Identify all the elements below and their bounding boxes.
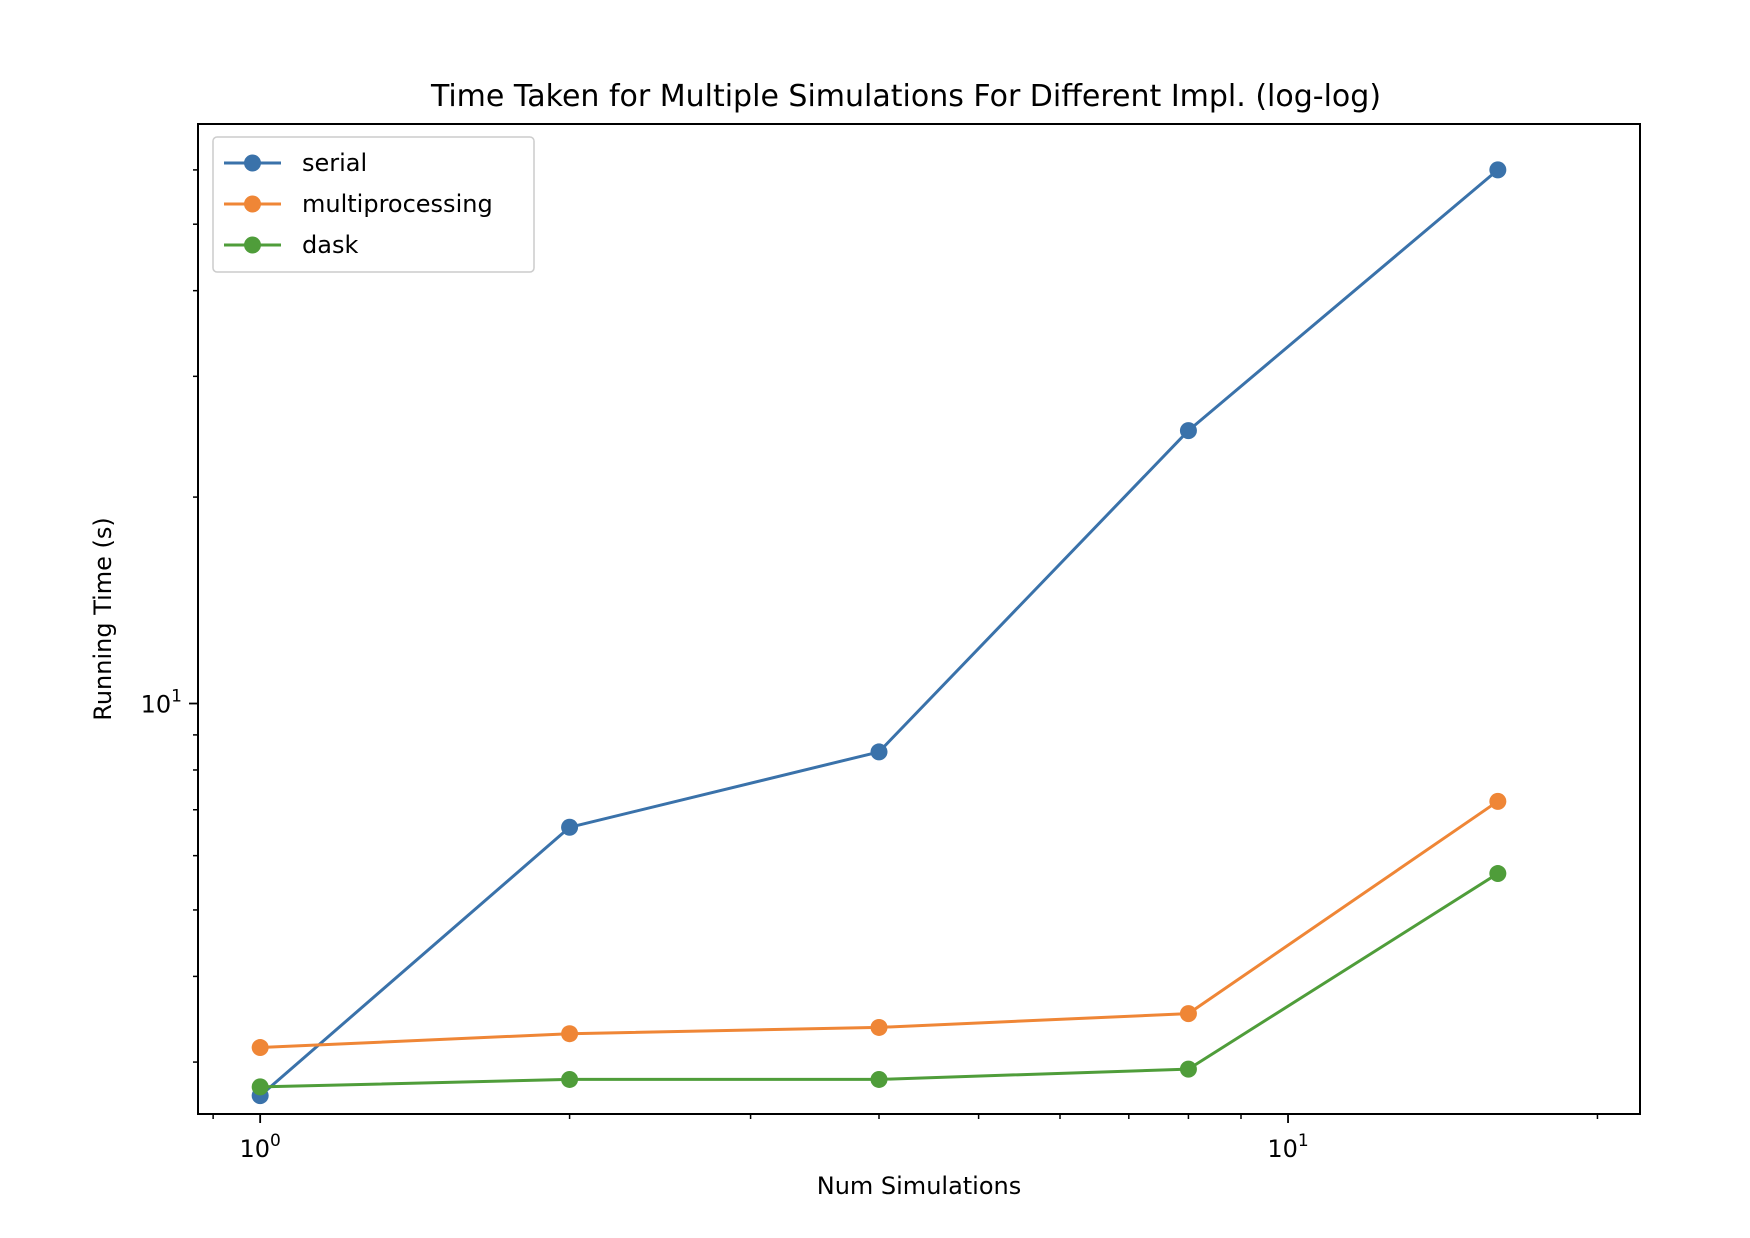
legend-label-serial: serial (302, 149, 367, 177)
data-point-serial (561, 818, 579, 836)
data-point-dask (1489, 865, 1507, 883)
data-point-multiprocessing (251, 1039, 269, 1057)
minor-ticks (193, 169, 1599, 1119)
data-point-serial (870, 743, 888, 761)
plot-area (197, 123, 1641, 1115)
legend-label-dask: dask (302, 231, 358, 259)
data-point-multiprocessing (1489, 792, 1507, 810)
series-line-multiprocessing (260, 800, 1499, 1049)
y-tick-label: 101 (141, 687, 182, 719)
x-tick-label: 101 (1267, 1131, 1308, 1163)
legend-marker-multiprocessing (244, 195, 261, 213)
chart-title: Time Taken for Multiple Simulations For … (430, 79, 1381, 114)
legend-marker-serial (244, 154, 261, 172)
series-markers (251, 161, 1507, 1105)
legend-label-multiprocessing: multiprocessing (302, 190, 493, 218)
data-point-dask (561, 1070, 579, 1088)
y-axis-label: Running Time (s) (89, 517, 117, 721)
legend-box (212, 136, 535, 273)
data-point-serial (1179, 422, 1197, 440)
data-point-dask (251, 1078, 269, 1096)
x-tick-label: 100 (239, 1131, 280, 1163)
data-point-dask (1179, 1060, 1197, 1078)
data-point-serial (1489, 161, 1507, 179)
series-lines (259, 168, 1499, 1097)
data-point-dask (870, 1070, 888, 1088)
legend: serial multiprocessing dask (212, 136, 535, 273)
data-point-multiprocessing (561, 1025, 579, 1043)
data-point-multiprocessing (870, 1018, 888, 1036)
series-line-dask (260, 872, 1499, 1089)
x-axis-label: Num Simulations (817, 1172, 1022, 1200)
series-line-serial (259, 168, 1499, 1097)
major-ticks: 100 101 101 (141, 687, 1309, 1163)
legend-marker-dask (244, 236, 261, 254)
data-point-multiprocessing (1179, 1005, 1197, 1023)
